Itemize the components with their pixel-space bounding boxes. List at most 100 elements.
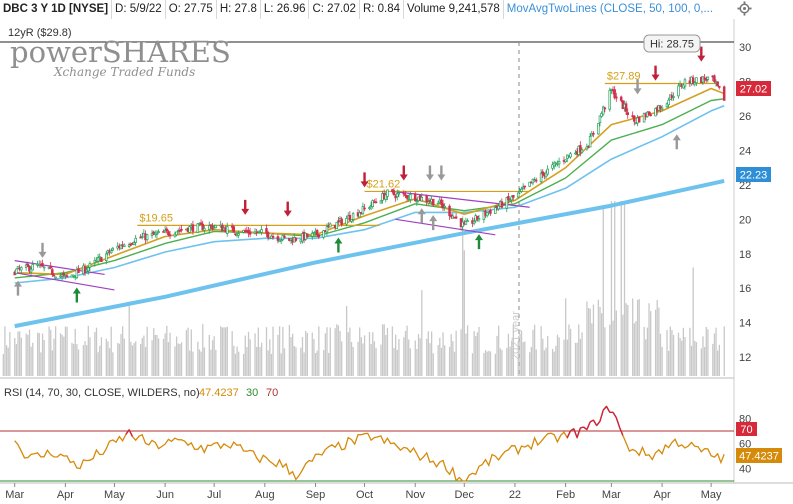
volume-bar bbox=[226, 326, 228, 376]
time-tick-label: May bbox=[104, 489, 125, 501]
symbol-label[interactable]: DBC 3 Y 1D [NYSE] bbox=[0, 0, 113, 19]
volume-bar bbox=[166, 325, 168, 376]
candle-body bbox=[608, 89, 612, 110]
candle-body bbox=[203, 228, 206, 231]
volume-bar bbox=[305, 330, 307, 376]
price-tick-label: 24 bbox=[739, 145, 751, 157]
candle-body bbox=[397, 192, 401, 195]
volume-bar bbox=[375, 348, 377, 376]
signal-arrow-down bbox=[360, 172, 369, 188]
candle-body bbox=[363, 207, 366, 210]
volume-bar bbox=[89, 337, 91, 376]
candle-body bbox=[386, 189, 389, 197]
volume-bar bbox=[426, 338, 428, 376]
ma-price-badge: 22.23 bbox=[736, 167, 771, 182]
volume-bar bbox=[300, 347, 302, 376]
rsi-tick-label: 60 bbox=[739, 439, 751, 451]
volume-bar bbox=[76, 344, 78, 376]
volume-bar bbox=[471, 353, 474, 376]
signal-arrow-down bbox=[399, 165, 408, 181]
volume-bar bbox=[416, 349, 418, 376]
candle-body bbox=[508, 199, 512, 202]
candle-body bbox=[427, 201, 430, 204]
candle-body bbox=[77, 268, 80, 274]
candle-body bbox=[667, 99, 670, 106]
settings-icon[interactable] bbox=[737, 1, 752, 16]
volume-bar bbox=[267, 350, 269, 376]
volume-bar bbox=[512, 324, 515, 376]
volume-bar bbox=[589, 308, 591, 376]
candle-body bbox=[109, 250, 113, 254]
volume-bar bbox=[301, 337, 304, 376]
volume-bar bbox=[385, 335, 387, 376]
candle-body bbox=[601, 106, 605, 115]
volume-bar bbox=[533, 324, 536, 376]
volume-bar bbox=[141, 338, 143, 376]
candle-body bbox=[693, 82, 697, 85]
volume-bar bbox=[713, 333, 716, 376]
volume-bar bbox=[615, 310, 617, 376]
volume-bar bbox=[359, 327, 361, 376]
volume-bar bbox=[419, 338, 421, 376]
volume-bar bbox=[547, 335, 549, 376]
candle-body bbox=[722, 86, 726, 101]
volume-bar bbox=[27, 334, 29, 376]
volume-bar bbox=[74, 328, 76, 376]
volume-bar bbox=[677, 332, 680, 376]
candle-body bbox=[105, 253, 108, 261]
price-tick-label: 12 bbox=[739, 352, 751, 364]
volume-bar bbox=[50, 329, 52, 376]
candle-body bbox=[500, 201, 504, 208]
volume-bar bbox=[406, 325, 408, 376]
hi-bubble: Hi: 28.75 bbox=[643, 34, 701, 53]
volume-bar bbox=[7, 347, 9, 376]
volume-bar bbox=[105, 338, 107, 376]
volume-bar bbox=[398, 339, 400, 376]
range-label: R: 0.84 bbox=[360, 0, 405, 19]
volume-bar bbox=[277, 334, 279, 376]
candle-body bbox=[392, 190, 396, 196]
candle-body bbox=[512, 195, 515, 198]
volume-bar bbox=[568, 324, 570, 376]
candle-body bbox=[155, 232, 159, 235]
volume-bar bbox=[669, 326, 671, 376]
volume-bar bbox=[597, 299, 600, 376]
ma-200-line bbox=[14, 178, 725, 329]
rsi-value-badge: 47.4237 bbox=[736, 448, 782, 463]
volume-bar bbox=[357, 341, 359, 376]
candle-body bbox=[603, 107, 607, 110]
volume-bar bbox=[372, 332, 374, 376]
time-axis-ticks: Mar Apr May Jun Jul Aug Sep Oct Nov Dec 22 Feb Mar Ap… bbox=[5, 483, 722, 501]
volume-bar bbox=[609, 324, 611, 376]
study-label[interactable]: MovAvgTwoLines (CLOSE, 50, 100, 0,... bbox=[506, 3, 714, 15]
volume-bar bbox=[668, 350, 670, 376]
candle-body bbox=[626, 112, 629, 115]
volume-bar bbox=[213, 336, 215, 376]
volume-bar bbox=[682, 327, 685, 376]
rsi-hot-segment bbox=[589, 419, 594, 423]
volume-bar bbox=[169, 332, 171, 376]
volume-bar bbox=[689, 327, 691, 376]
candle-body bbox=[168, 234, 172, 236]
volume-bar bbox=[131, 345, 134, 376]
volume-bar bbox=[484, 349, 487, 376]
volume-bar bbox=[535, 349, 537, 376]
volume-bar bbox=[133, 343, 135, 376]
candle-body bbox=[325, 226, 329, 233]
signal-arrow-up bbox=[72, 287, 81, 303]
volume-bar bbox=[610, 201, 613, 376]
candle-body bbox=[368, 207, 371, 209]
volume-bar bbox=[198, 349, 201, 376]
candle-body bbox=[588, 136, 592, 148]
volume-bar bbox=[511, 340, 513, 376]
volume-bar bbox=[139, 344, 142, 376]
rsi-legend: RSI (14, 70, 30, CLOSE, WILDERS, no) 47.… bbox=[4, 387, 278, 399]
candle-body bbox=[371, 200, 374, 207]
candle-body bbox=[569, 153, 572, 158]
candle-body bbox=[695, 77, 698, 84]
volume-bar bbox=[107, 341, 109, 376]
signal-arrow-down bbox=[425, 165, 434, 181]
rsi-hot-segment bbox=[612, 411, 617, 419]
volume-bar bbox=[97, 352, 99, 376]
